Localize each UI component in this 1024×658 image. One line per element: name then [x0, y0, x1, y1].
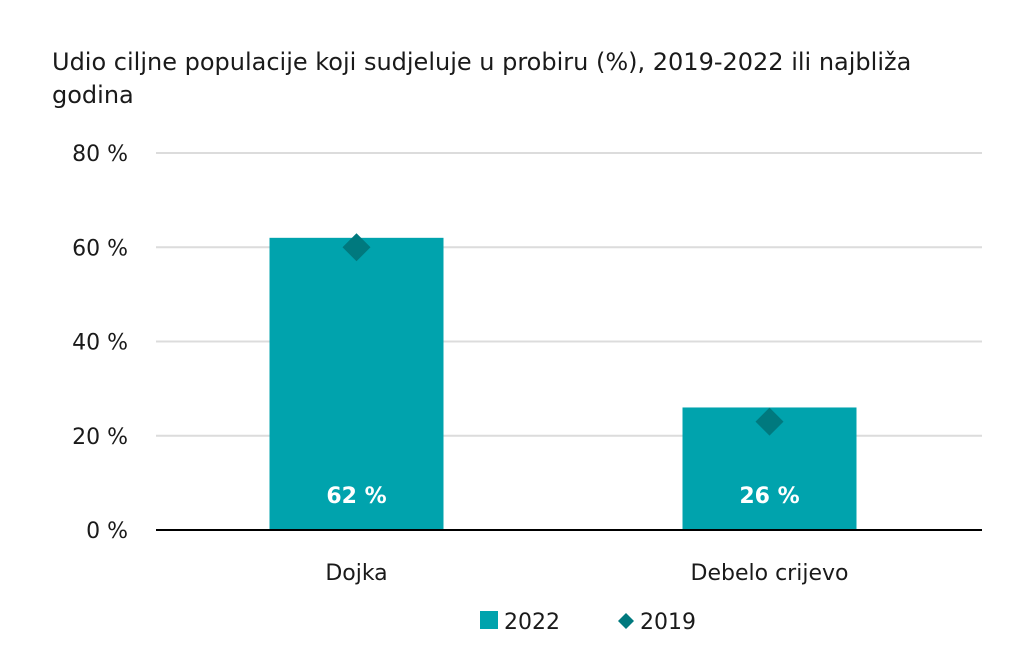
legend-label-2022: 2022: [504, 610, 560, 635]
x-category-label: Dojka: [325, 561, 387, 586]
bar: [269, 237, 444, 530]
marker-2019: [755, 407, 784, 436]
marker-2019: [342, 233, 371, 262]
y-tick-label: 0 %: [86, 519, 128, 544]
bar-data-label: 62 %: [326, 484, 386, 509]
y-tick-label: 40 %: [72, 331, 128, 356]
chart-title: Udio ciljne populacije koji sudjeluje u …: [52, 48, 912, 109]
x-category-label: Debelo crijevo: [691, 561, 849, 586]
legend-swatch-2019: [618, 613, 634, 629]
y-tick-label: 80 %: [72, 142, 128, 167]
y-tick-label: 60 %: [72, 236, 128, 261]
y-tick-label: 20 %: [72, 425, 128, 450]
legend-label-2019: 2019: [640, 610, 696, 635]
bar-data-label: 26 %: [739, 484, 799, 509]
legend-swatch-2022: [480, 611, 498, 629]
